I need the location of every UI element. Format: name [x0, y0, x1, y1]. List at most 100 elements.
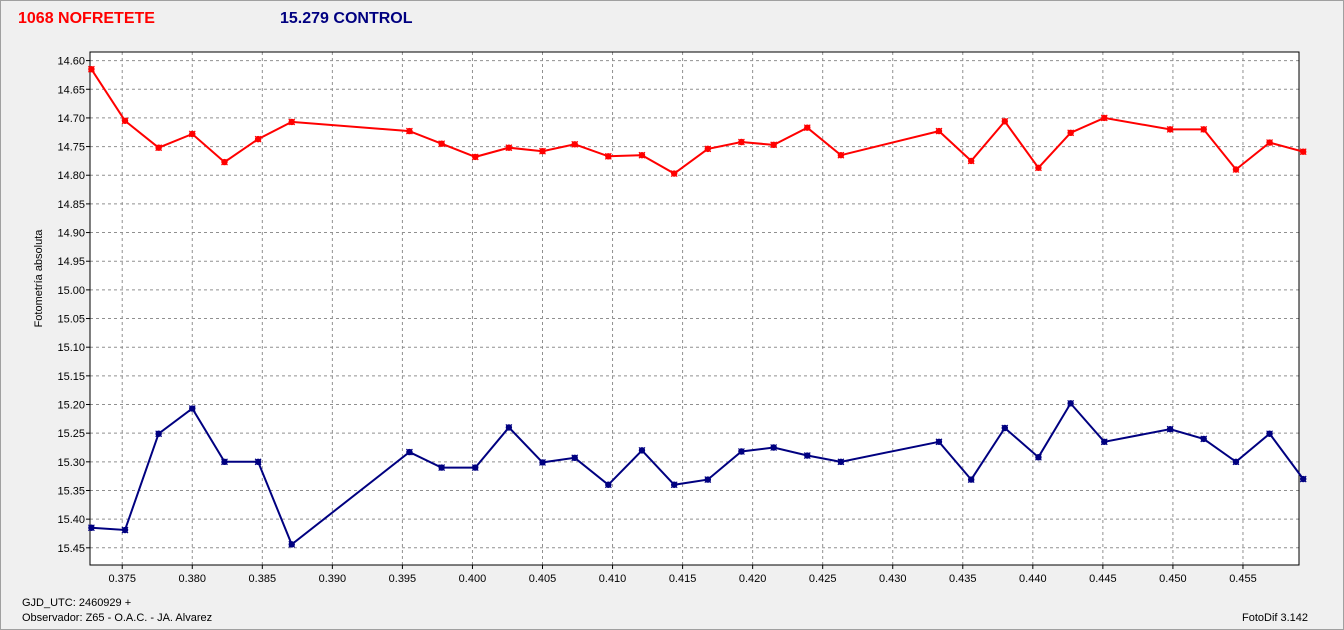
y-tick-label: 14.95 [57, 256, 85, 268]
data-point-cross [121, 117, 129, 125]
y-tick-label: 15.00 [57, 285, 85, 297]
data-point-cross [670, 170, 678, 177]
x-tick-label: 0.415 [669, 573, 697, 585]
data-point-cross [1266, 430, 1274, 438]
data-point-cross [1266, 139, 1274, 146]
data-point-cross [837, 151, 845, 159]
data-point-cross [539, 147, 546, 155]
x-tick-label: 0.425 [809, 573, 837, 585]
data-point-cross [638, 151, 646, 159]
x-tick-label: 0.445 [1089, 573, 1117, 585]
y-axis-label: Fotometría absoluta [33, 229, 45, 328]
data-point-cross [803, 452, 811, 459]
data-point-cross [571, 140, 579, 148]
data-point-cross [188, 130, 196, 138]
data-point-cross [405, 448, 413, 456]
y-tick-label: 15.45 [57, 543, 85, 555]
x-tick-label: 0.440 [1019, 573, 1047, 585]
data-point-cross [837, 458, 845, 466]
plot-area [89, 51, 1300, 566]
data-point-cross [670, 481, 678, 489]
x-tick-label: 0.420 [739, 573, 767, 585]
data-point-cross [1100, 114, 1108, 122]
data-point-cross [471, 153, 479, 161]
data-point-cross [438, 464, 446, 471]
data-point-cross [604, 481, 612, 489]
data-point-cross [1232, 458, 1240, 466]
y-tick-label: 15.15 [57, 371, 85, 383]
x-tick-label: 0.395 [389, 573, 417, 585]
data-point-cross [1166, 425, 1174, 433]
data-point-cross [254, 458, 262, 466]
data-point-cross [1100, 438, 1108, 446]
y-tick-label: 14.60 [57, 56, 85, 68]
data-point-cross [738, 138, 745, 146]
x-tick-label: 0.390 [319, 573, 347, 585]
x-tick-label: 0.430 [879, 573, 907, 585]
data-point-cross [967, 476, 975, 484]
x-tick-label: 0.400 [459, 573, 487, 585]
target-star-title: 1068 NOFRETETE [18, 10, 155, 27]
data-point-cross [935, 438, 943, 446]
control-star-title: 15.279 CONTROL [280, 10, 413, 27]
data-point-cross [539, 458, 546, 466]
x-tick-label: 0.455 [1229, 573, 1257, 585]
data-point-cross [638, 446, 646, 454]
y-tick-label: 15.25 [57, 428, 85, 440]
x-tick-label: 0.385 [249, 573, 277, 585]
data-point-cross [1067, 129, 1075, 137]
y-tick-label: 14.75 [57, 142, 85, 154]
data-point-cross [121, 526, 129, 534]
observer-label: Observador: Z65 - O.A.C. - JA. Alvarez [22, 612, 213, 624]
x-tick-label: 0.450 [1159, 573, 1187, 585]
y-tick-label: 15.40 [57, 514, 85, 526]
data-point-cross [1001, 117, 1009, 125]
data-point-cross [1299, 148, 1307, 156]
data-point-cross [1200, 125, 1208, 133]
series-line-2 [91, 401, 1305, 547]
data-point-cross [571, 454, 579, 462]
data-point-cross [967, 157, 975, 165]
series-line-1 [90, 68, 1304, 175]
data-point-cross [1232, 166, 1240, 173]
y-tick-label: 14.80 [57, 170, 85, 182]
data-point-cross [155, 144, 163, 152]
version-label: FotoDif 3.142 [1242, 612, 1309, 624]
data-point-cross [471, 464, 479, 471]
y-tick-label: 15.35 [57, 485, 85, 497]
y-tick-label: 15.05 [57, 314, 85, 326]
y-tick-label: 14.65 [57, 84, 85, 96]
data-point-cross [803, 124, 811, 132]
data-point-cross [1035, 164, 1042, 172]
x-tick-label: 0.375 [108, 573, 136, 585]
data-point-cross [288, 540, 296, 548]
data-point-cross [155, 430, 163, 438]
data-point-cross [770, 141, 778, 149]
y-tick-label: 15.20 [57, 400, 85, 412]
data-point-cross [254, 135, 262, 143]
data-point-cross [221, 158, 228, 166]
data-point-cross [1200, 435, 1208, 443]
data-point-cross [935, 127, 943, 135]
x-tick-label: 0.435 [949, 573, 977, 585]
x-tick-label: 0.405 [529, 573, 557, 585]
data-point-cross [1166, 125, 1174, 133]
data-point-cross [704, 145, 712, 153]
data-point-cross [1001, 424, 1009, 432]
data-point-cross [288, 118, 296, 126]
data-point-cross [704, 476, 712, 484]
data-point-cross [738, 448, 745, 455]
data-point-cross [188, 405, 196, 412]
data-point-cross [505, 144, 513, 152]
data-point-cross [505, 424, 513, 431]
data-point-cross [604, 152, 612, 160]
x-tick-label: 0.380 [179, 573, 207, 585]
data-point-cross [405, 127, 413, 135]
data-point-cross [87, 524, 95, 532]
data-point-cross [438, 140, 446, 148]
data-point-cross [87, 65, 95, 73]
y-tick-label: 14.90 [57, 228, 85, 240]
data-point-cross [1299, 475, 1307, 483]
data-point-cross [1035, 453, 1042, 461]
